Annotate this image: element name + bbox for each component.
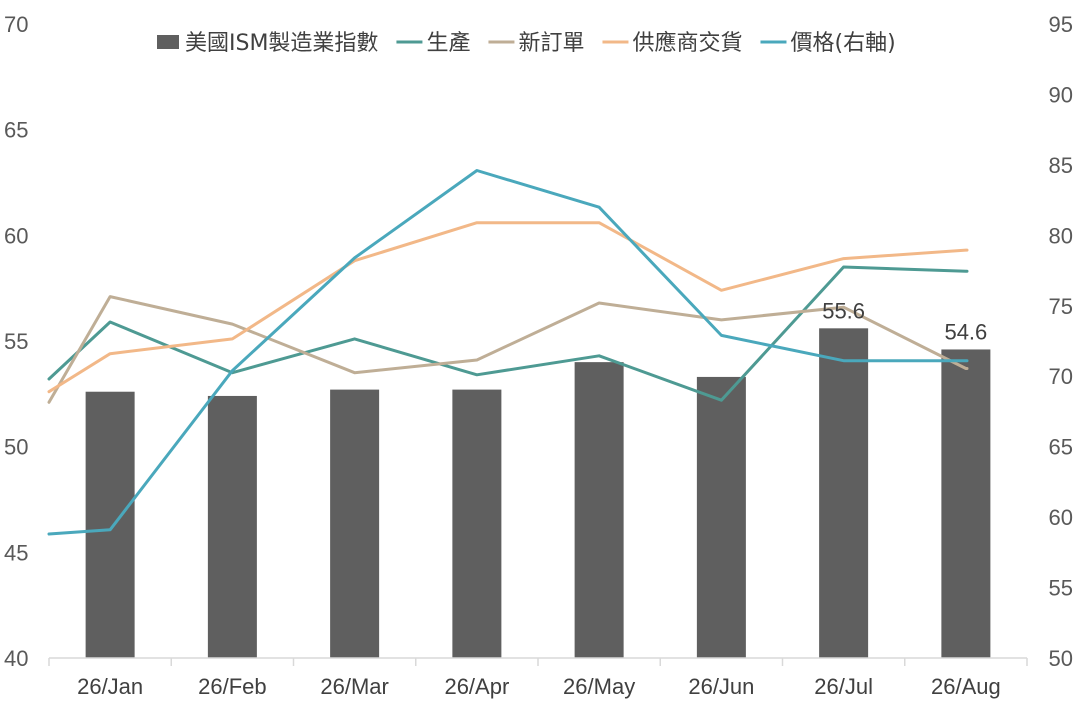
- y2-tick-label: 85: [1049, 153, 1073, 178]
- y-tick-label: 55: [4, 329, 28, 354]
- x-tick-label: 26/Mar: [320, 674, 388, 699]
- y2-tick-label: 60: [1049, 505, 1073, 530]
- y2-tick-label: 75: [1049, 294, 1073, 319]
- y-tick-label: 60: [4, 223, 28, 248]
- y-axis-left-ticks: 40 45 50 55 60 65 70: [4, 12, 28, 671]
- y2-tick-label: 80: [1049, 223, 1073, 248]
- y-tick-label: 65: [4, 118, 28, 143]
- series-line-3: [47, 169, 969, 536]
- data-label-26/Aug: 54.6: [944, 319, 987, 344]
- bar-26/Jul: [819, 328, 869, 658]
- legend-label: 價格(右軸): [790, 31, 895, 56]
- x-tick-label: 26/Aug: [931, 674, 1001, 699]
- y-tick-label: 50: [4, 435, 28, 460]
- legend-label: 美國ISM製造業指數: [185, 31, 378, 56]
- series-line-2: [47, 221, 969, 394]
- y-tick-label: 45: [4, 540, 28, 565]
- y2-tick-label: 55: [1049, 576, 1073, 601]
- y2-tick-label: 70: [1049, 364, 1073, 389]
- legend-label: 生產: [426, 31, 470, 56]
- bar-26/Apr: [452, 389, 502, 658]
- y2-tick-label: 50: [1049, 646, 1073, 671]
- bar-26/Jan: [85, 391, 135, 658]
- bar-26/Aug: [941, 349, 991, 658]
- bar-26/Jun: [696, 376, 746, 658]
- x-axis-ticks: 26/Jan 26/Feb 26/Mar 26/Apr 26/May 26/Jun 26/J…: [48, 658, 1028, 699]
- y-axis-right-ticks: 50 55 60 65 70 75 80 85 90 95: [1049, 12, 1073, 671]
- data-label-26/Jul: 55.6: [822, 298, 865, 323]
- y2-tick-label: 95: [1049, 12, 1073, 37]
- data-labels-layer: 55.6 54.6: [822, 298, 987, 344]
- bar-26/May: [574, 362, 624, 658]
- y2-tick-label: 90: [1049, 82, 1073, 107]
- x-tick-label: 26/Jul: [814, 674, 873, 699]
- bar-26/Mar: [330, 389, 380, 658]
- bar-26/Feb: [207, 395, 257, 658]
- x-tick-label: 26/Apr: [444, 674, 509, 699]
- x-tick-label: 26/Jun: [688, 674, 754, 699]
- series-line-1: [47, 295, 969, 404]
- y-tick-label: 70: [4, 12, 28, 37]
- legend-swatch-bar: [157, 35, 179, 49]
- lines-layer: [47, 169, 969, 536]
- x-tick-label: 26/Jan: [77, 674, 143, 699]
- y-tick-label: 40: [4, 646, 28, 671]
- y2-tick-label: 65: [1049, 435, 1073, 460]
- legend-label: 新訂單: [518, 31, 584, 56]
- legend: 美國ISM製造業指數 生產 新訂單 供應商交貨 價格(右軸): [157, 30, 896, 56]
- legend-label: 供應商交貨: [632, 30, 742, 56]
- x-tick-label: 26/Feb: [198, 674, 267, 699]
- bars-layer: [85, 328, 991, 658]
- x-tick-label: 26/May: [563, 674, 635, 699]
